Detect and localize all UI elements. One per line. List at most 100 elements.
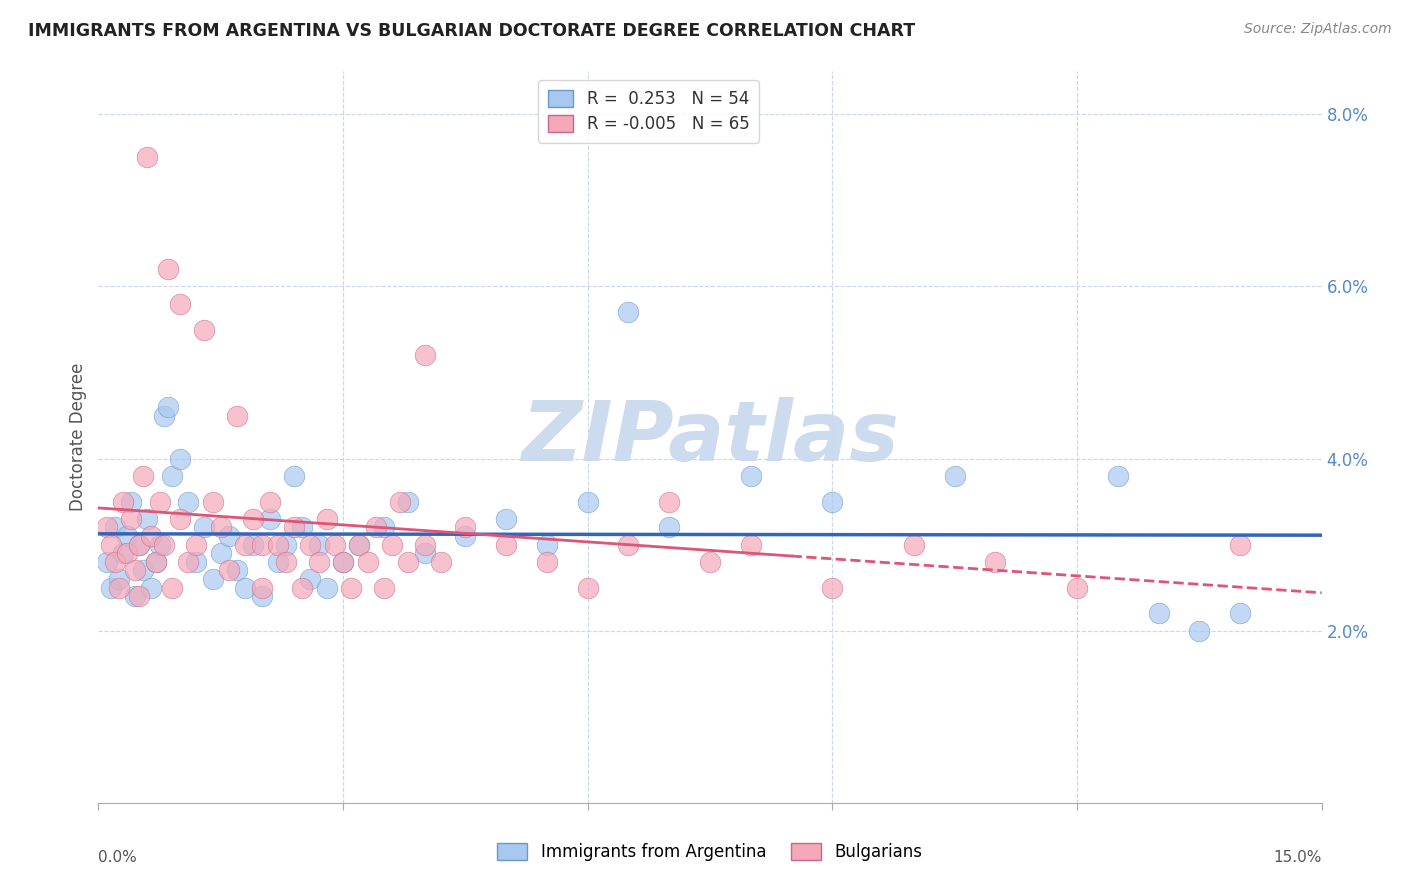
Text: Source: ZipAtlas.com: Source: ZipAtlas.com: [1244, 22, 1392, 37]
Point: [160, 581, 183, 595]
Point: [396, 494, 419, 508]
Point: [373, 581, 395, 595]
Point: [267, 555, 290, 569]
Point: [821, 581, 844, 595]
Point: [315, 581, 337, 595]
Point: [283, 468, 305, 483]
Point: [308, 555, 330, 569]
Y-axis label: Doctorate Degree: Doctorate Degree: [69, 363, 87, 511]
Point: [250, 538, 273, 552]
Point: [242, 538, 264, 552]
Point: [149, 538, 172, 552]
Point: [233, 581, 256, 595]
Point: [201, 572, 224, 586]
Point: [177, 555, 200, 569]
Point: [259, 512, 281, 526]
Point: [1188, 624, 1211, 638]
Point: [291, 581, 314, 595]
Point: [209, 520, 232, 534]
Point: [145, 555, 167, 569]
Point: [250, 581, 273, 595]
Point: [658, 494, 681, 508]
Point: [308, 538, 330, 552]
Point: [250, 589, 273, 603]
Point: [136, 512, 159, 526]
Point: [186, 538, 208, 552]
Point: [323, 538, 346, 552]
Point: [259, 494, 281, 508]
Point: [96, 520, 118, 534]
Point: [152, 409, 174, 423]
Point: [291, 520, 314, 534]
Point: [186, 555, 208, 569]
Point: [943, 468, 966, 483]
Point: [104, 555, 127, 569]
Point: [617, 305, 640, 319]
Point: [984, 555, 1007, 569]
Point: [233, 538, 256, 552]
Point: [115, 546, 138, 560]
Point: [274, 555, 297, 569]
Point: [373, 520, 395, 534]
Point: [349, 538, 371, 552]
Point: [903, 538, 925, 552]
Point: [396, 555, 419, 569]
Point: [209, 546, 232, 560]
Point: [193, 322, 215, 336]
Point: [299, 538, 322, 552]
Point: [315, 512, 337, 526]
Point: [124, 589, 146, 603]
Point: [141, 529, 163, 543]
Point: [120, 512, 142, 526]
Point: [169, 512, 191, 526]
Point: [536, 555, 558, 569]
Point: [658, 520, 681, 534]
Point: [120, 494, 142, 508]
Point: [364, 520, 387, 534]
Point: [617, 538, 640, 552]
Point: [100, 581, 122, 595]
Point: [413, 348, 436, 362]
Point: [332, 555, 354, 569]
Point: [128, 589, 150, 603]
Point: [1107, 468, 1129, 483]
Point: [1147, 607, 1170, 621]
Point: [149, 494, 172, 508]
Point: [340, 581, 363, 595]
Point: [111, 494, 134, 508]
Point: [132, 468, 155, 483]
Point: [136, 150, 159, 164]
Point: [1229, 538, 1251, 552]
Point: [111, 546, 134, 560]
Text: IMMIGRANTS FROM ARGENTINA VS BULGARIAN DOCTORATE DEGREE CORRELATION CHART: IMMIGRANTS FROM ARGENTINA VS BULGARIAN D…: [28, 22, 915, 40]
Point: [454, 529, 477, 543]
Point: [576, 494, 599, 508]
Point: [740, 468, 762, 483]
Point: [160, 468, 183, 483]
Point: [177, 494, 200, 508]
Point: [128, 538, 150, 552]
Point: [242, 512, 264, 526]
Point: [156, 400, 179, 414]
Point: [108, 581, 131, 595]
Point: [389, 494, 412, 508]
Point: [495, 538, 517, 552]
Point: [454, 520, 477, 534]
Point: [96, 555, 118, 569]
Point: [536, 538, 558, 552]
Point: [699, 555, 721, 569]
Point: [226, 409, 249, 423]
Point: [152, 538, 174, 552]
Point: [740, 538, 762, 552]
Point: [156, 262, 179, 277]
Text: 15.0%: 15.0%: [1274, 850, 1322, 865]
Point: [169, 296, 191, 310]
Point: [1066, 581, 1088, 595]
Point: [141, 581, 163, 595]
Point: [576, 581, 599, 595]
Text: 0.0%: 0.0%: [98, 850, 138, 865]
Point: [381, 538, 404, 552]
Point: [299, 572, 322, 586]
Legend: Immigrants from Argentina, Bulgarians: Immigrants from Argentina, Bulgarians: [491, 836, 929, 868]
Point: [226, 564, 249, 578]
